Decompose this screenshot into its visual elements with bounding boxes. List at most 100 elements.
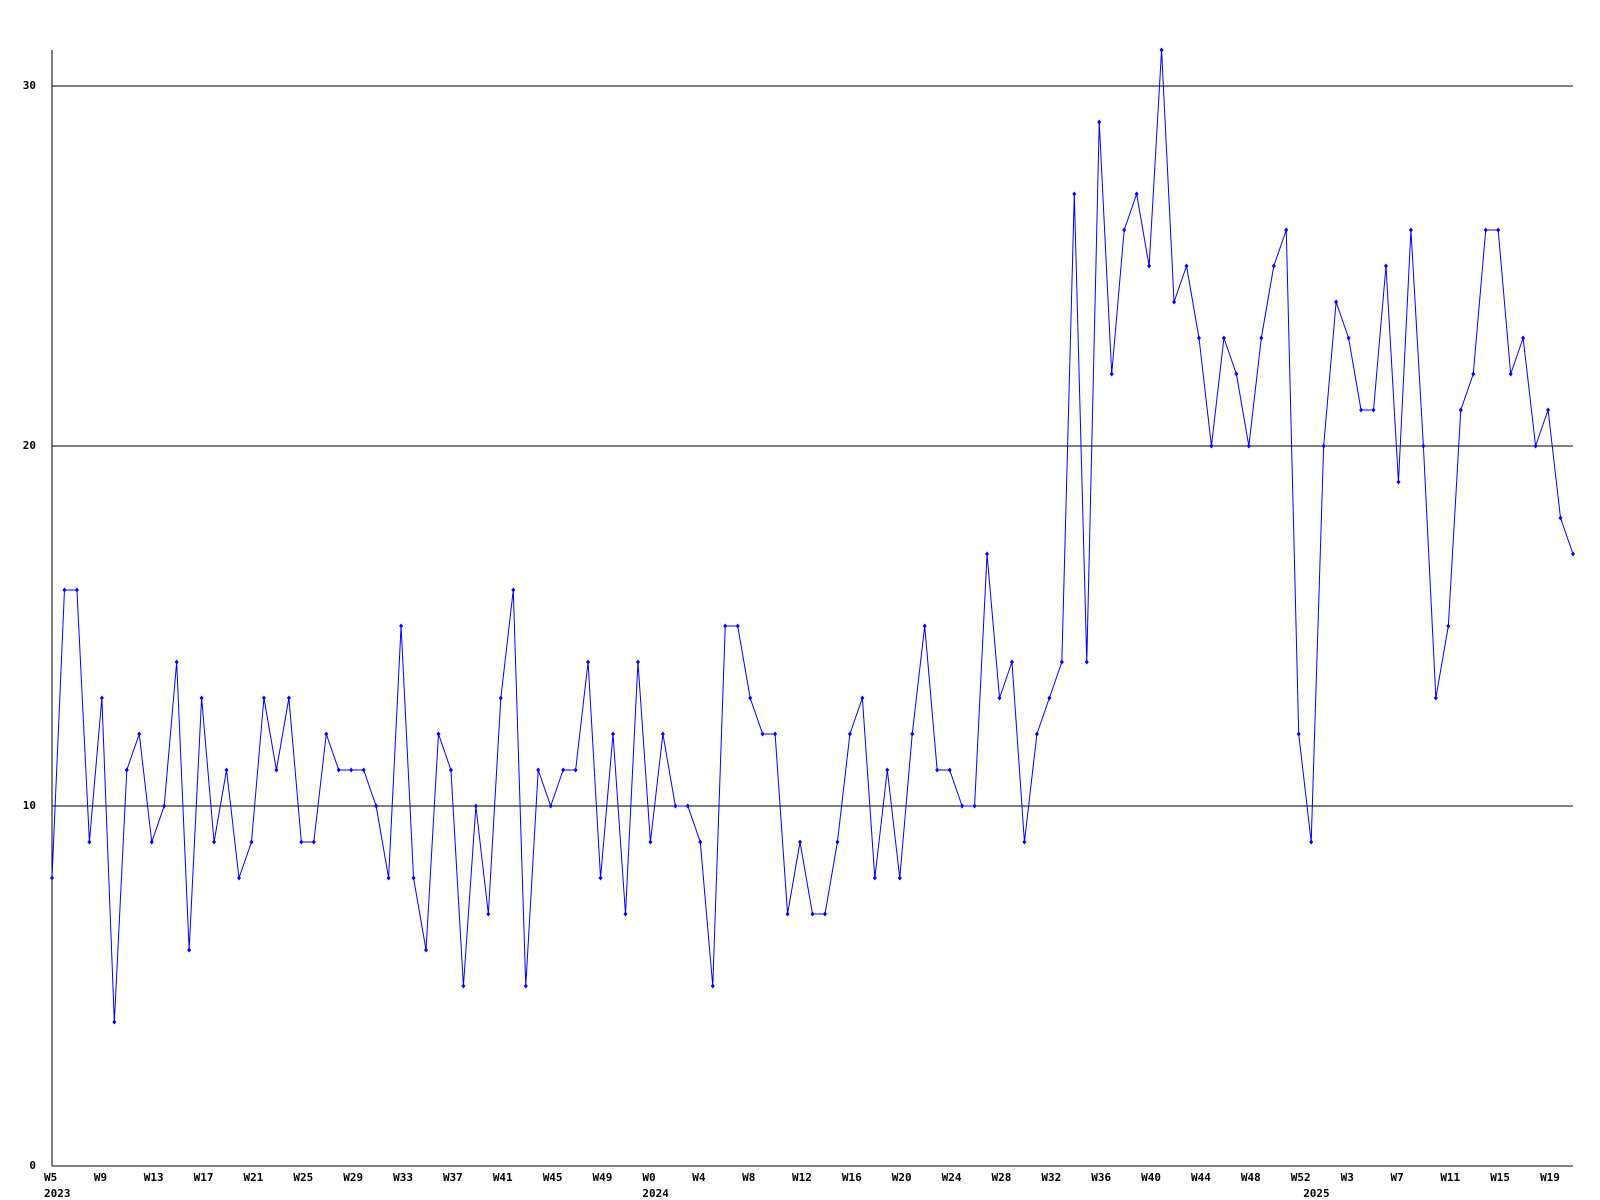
data-point	[1109, 371, 1114, 377]
data-point	[1122, 227, 1127, 233]
data-point	[835, 839, 840, 845]
data-point	[822, 911, 827, 917]
data-point	[1433, 695, 1438, 701]
data-point	[872, 875, 877, 881]
x-tick-label: W15	[1490, 1171, 1510, 1184]
x-tick-label: W21	[243, 1171, 263, 1184]
data-point	[723, 623, 728, 629]
data-point	[299, 839, 304, 845]
data-point	[785, 911, 790, 917]
x-tick-label: W4	[692, 1171, 706, 1184]
data-point	[1246, 443, 1251, 449]
data-point	[261, 695, 266, 701]
x-tick-label: W33	[393, 1171, 413, 1184]
data-point	[1259, 335, 1264, 341]
x-tick-label: W48	[1241, 1171, 1261, 1184]
data-point	[985, 551, 990, 557]
data-point	[1034, 731, 1039, 737]
data-point	[336, 767, 341, 773]
data-point	[511, 587, 516, 593]
data-point	[1371, 407, 1376, 413]
year-label: 2024	[642, 1187, 669, 1200]
data-point	[87, 839, 92, 845]
data-point	[1421, 443, 1426, 449]
data-point	[548, 803, 553, 809]
data-point	[99, 695, 104, 701]
x-tick-label: W5	[44, 1171, 57, 1184]
x-tick-label: W40	[1141, 1171, 1161, 1184]
data-point	[1483, 227, 1488, 233]
data-point	[623, 911, 628, 917]
data-point	[124, 767, 129, 773]
data-point	[1084, 659, 1089, 665]
data-point	[1359, 407, 1364, 413]
data-point	[1072, 191, 1077, 197]
data-point	[1558, 515, 1563, 521]
x-tick-label: W11	[1440, 1171, 1460, 1184]
data-point	[910, 731, 915, 737]
year-label: 2023	[44, 1187, 71, 1200]
data-point	[523, 983, 528, 989]
data-point	[1408, 227, 1413, 233]
data-point	[698, 839, 703, 845]
x-tick-label: W17	[194, 1171, 214, 1184]
data-point	[935, 767, 940, 773]
data-point	[1209, 443, 1214, 449]
data-point	[685, 803, 690, 809]
x-tick-label: W3	[1341, 1171, 1354, 1184]
data-point	[1097, 119, 1102, 125]
data-point	[361, 767, 366, 773]
x-tick-label: W41	[493, 1171, 513, 1184]
data-point	[648, 839, 653, 845]
x-tick-label: W52	[1291, 1171, 1311, 1184]
x-tick-label: W24	[942, 1171, 962, 1184]
data-point	[498, 695, 503, 701]
data-point	[237, 875, 242, 881]
y-tick-label: 0	[29, 1159, 36, 1172]
data-point	[860, 695, 865, 701]
data-point	[386, 875, 391, 881]
data-point	[1533, 443, 1538, 449]
data-point	[1134, 191, 1139, 197]
data-point	[960, 803, 965, 809]
data-point	[1172, 299, 1177, 305]
x-tick-label: W8	[742, 1171, 755, 1184]
data-point	[586, 659, 591, 665]
x-tick-label: W25	[293, 1171, 313, 1184]
x-tick-label: W20	[892, 1171, 912, 1184]
data-point	[1221, 335, 1226, 341]
data-point	[324, 731, 329, 737]
data-point	[598, 875, 603, 881]
data-point	[436, 731, 441, 737]
x-tick-label: W0	[642, 1171, 655, 1184]
data-point	[199, 695, 204, 701]
data-point	[274, 767, 279, 773]
data-point	[74, 587, 79, 593]
x-tick-label: W13	[144, 1171, 164, 1184]
x-tick-label: W44	[1191, 1171, 1211, 1184]
data-point	[112, 1019, 117, 1025]
data-point	[212, 839, 217, 845]
data-point	[847, 731, 852, 737]
data-point	[1234, 371, 1239, 377]
data-point	[1396, 479, 1401, 485]
y-tick-label: 10	[23, 799, 36, 812]
data-point	[1471, 371, 1476, 377]
data-point	[486, 911, 491, 917]
data-point	[798, 839, 803, 845]
x-tick-label: W29	[343, 1171, 363, 1184]
x-tick-label: W28	[992, 1171, 1012, 1184]
data-point	[399, 623, 404, 629]
data-point	[573, 767, 578, 773]
data-point	[50, 875, 54, 881]
data-point	[536, 767, 541, 773]
year-label: 2025	[1303, 1187, 1330, 1200]
data-point	[1271, 263, 1276, 269]
data-point	[710, 983, 715, 989]
data-point	[897, 875, 902, 881]
x-tick-label: W32	[1041, 1171, 1061, 1184]
data-point	[249, 839, 254, 845]
data-point	[1383, 263, 1388, 269]
data-point	[660, 731, 665, 737]
